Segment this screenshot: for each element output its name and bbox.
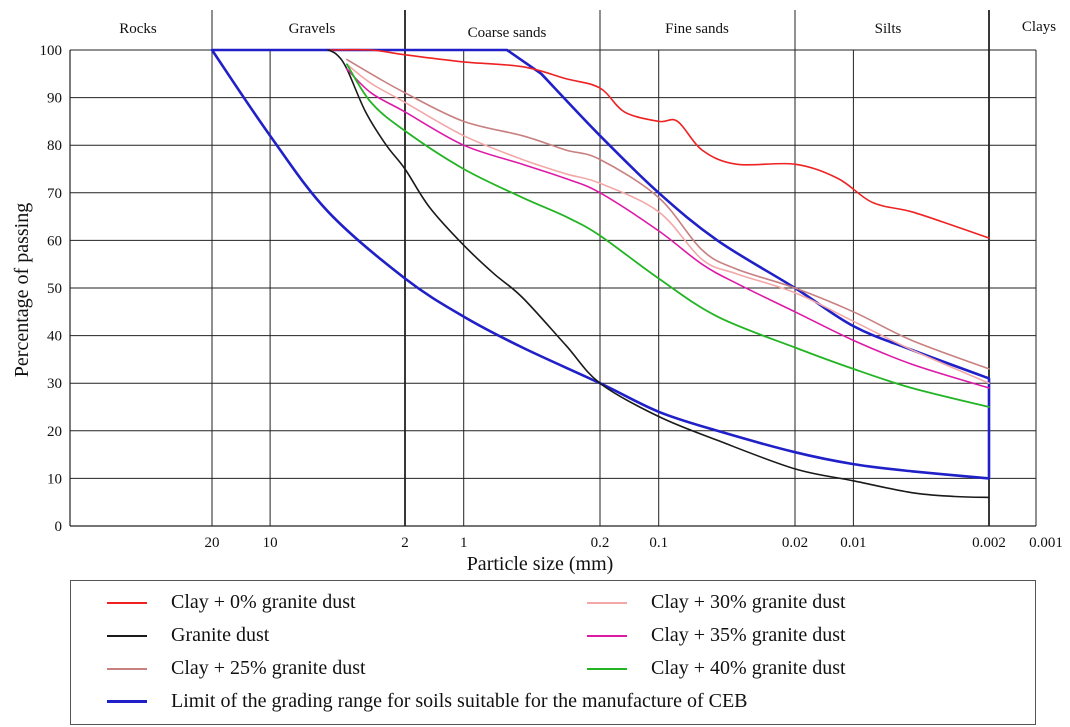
series-line <box>327 49 990 499</box>
soil-zone-labels: Rocks Gravels Coarse sands Fine sands Silts C… <box>119 19 1056 41</box>
x-tick-label: 0.2 <box>591 535 610 551</box>
zone-label: Fine sands <box>665 21 729 37</box>
series-line <box>346 63 990 384</box>
zone-label: Clays <box>1022 19 1056 35</box>
legend-item-granite-dust: Granite dust <box>107 624 269 647</box>
legend-item-ceb-limit: Limit of the grading range for soils sui… <box>107 690 748 713</box>
legend-item-clay-40: Clay + 40% granite dust <box>587 657 846 680</box>
legend-swatch <box>107 700 147 703</box>
legend-label: Clay + 0% granite dust <box>171 591 356 613</box>
legend-item-clay-25: Clay + 25% granite dust <box>107 657 366 680</box>
series-line <box>346 58 990 370</box>
x-tick-label: 0.002 <box>972 535 1006 551</box>
y-tick-label: 60 <box>47 233 62 249</box>
x-tick-label: 10 <box>263 535 278 551</box>
legend-swatch <box>107 667 147 670</box>
y-tick-label: 50 <box>47 281 62 297</box>
y-tick-label: 30 <box>47 376 62 392</box>
zone-label: Gravels <box>289 21 336 37</box>
y-tick-label: 100 <box>40 43 63 59</box>
y-tick-label: 0 <box>55 519 63 535</box>
legend-swatch <box>107 601 147 604</box>
series-line <box>346 63 990 408</box>
chart-series <box>210 48 991 499</box>
legend-item-clay-30: Clay + 30% granite dust <box>587 591 846 614</box>
y-tick-label: 90 <box>47 91 62 107</box>
legend-item-clay-35: Clay + 35% granite dust <box>587 624 846 647</box>
legend-swatch <box>107 634 147 637</box>
y-tick-label: 70 <box>47 186 62 202</box>
x-tick-label: 0.01 <box>840 535 866 551</box>
x-axis-ticks: 20 10 2 1 0.2 0.1 0.02 0.01 0.002 0.001 <box>205 535 1063 551</box>
legend-item-clay-0: Clay + 0% granite dust <box>107 591 356 614</box>
legend-swatch <box>587 667 627 670</box>
x-axis-label: Particle size (mm) <box>467 553 614 575</box>
chart-legend: Clay + 0% granite dust Clay + 30% granit… <box>70 580 1036 725</box>
y-axis-label: Percentage of passing <box>11 203 33 377</box>
grading-chart: Rocks Gravels Coarse sands Fine sands Silts C… <box>11 10 1063 575</box>
legend-label: Clay + 35% granite dust <box>651 624 846 646</box>
legend-label: Clay + 25% granite dust <box>171 657 366 679</box>
series-line <box>346 68 990 389</box>
zone-label: Silts <box>875 21 902 37</box>
series-line <box>327 48 990 239</box>
legend-label: Clay + 40% granite dust <box>651 657 846 679</box>
zone-label: Rocks <box>119 21 157 37</box>
y-tick-label: 80 <box>47 138 62 154</box>
x-tick-label: 0.1 <box>649 535 668 551</box>
legend-label: Clay + 30% granite dust <box>651 591 846 613</box>
y-tick-label: 40 <box>47 329 62 345</box>
y-tick-label: 20 <box>47 424 62 440</box>
y-axis-ticks: 0 10 20 30 40 50 60 70 80 90 100 <box>40 43 63 535</box>
legend-swatch <box>587 634 627 637</box>
y-tick-label: 10 <box>47 471 62 487</box>
series-line <box>210 48 991 480</box>
legend-swatch <box>587 601 627 604</box>
x-tick-label: 1 <box>460 535 468 551</box>
x-tick-label: 0.02 <box>782 535 808 551</box>
legend-label: Limit of the grading range for soils sui… <box>171 690 748 712</box>
legend-label: Granite dust <box>171 624 270 646</box>
x-tick-label: 0.001 <box>1029 535 1063 551</box>
zone-label: Coarse sands <box>468 25 547 41</box>
x-tick-label: 2 <box>401 535 409 551</box>
x-tick-label: 20 <box>205 535 220 551</box>
